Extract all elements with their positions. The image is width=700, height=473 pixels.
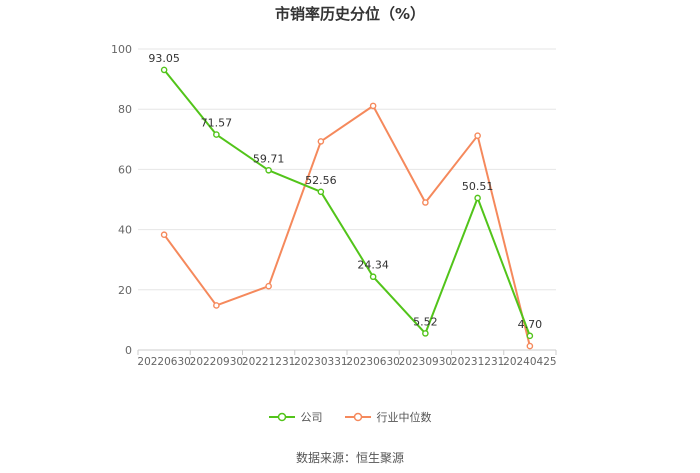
series-line-0 [163, 69, 531, 337]
x-tick-label: 20230331 [294, 356, 347, 368]
series-line-1 [163, 104, 531, 347]
data-point [213, 302, 220, 309]
legend: 公司 行业中位数 [0, 409, 700, 425]
data-label: 52.56 [305, 174, 337, 187]
legend-industry-label: 行业中位数 [376, 411, 432, 424]
y-tick-label: 60 [118, 163, 132, 176]
x-tick-label: 20230630 [346, 356, 399, 368]
y-tick-label: 80 [118, 103, 132, 116]
data-point [160, 231, 168, 239]
data-point [474, 194, 481, 202]
data-point [369, 273, 377, 281]
data-label: 50.51 [462, 180, 494, 193]
x-tick-label: 20230930 [399, 356, 452, 368]
data-point [160, 66, 168, 74]
data-source-note: 数据来源：恒生聚源 [295, 451, 404, 465]
data-point [213, 131, 220, 138]
legend-item-company[interactable]: 公司 [268, 409, 323, 425]
y-tick-label: 40 [118, 224, 132, 237]
data-label: 5.52 [413, 315, 438, 328]
data-point [265, 166, 272, 174]
data-label: 93.05 [148, 52, 180, 65]
data-label: 24.34 [357, 259, 389, 272]
y-tick-label: 0 [125, 344, 132, 357]
x-tick-label: 20220630 [137, 356, 190, 368]
data-point [265, 282, 272, 290]
x-tick-label: 20221231 [242, 356, 295, 368]
data-point [474, 132, 481, 139]
legend-company-marker-icon [268, 412, 295, 422]
legend-industry-marker-icon [344, 412, 371, 422]
axes: 0204060801002022063020220930202212312023… [111, 43, 557, 368]
data-point [317, 138, 325, 145]
data-point [369, 102, 377, 110]
y-tick-label: 20 [118, 284, 132, 297]
legend-company-label: 公司 [300, 411, 323, 424]
data-point [526, 332, 534, 340]
data-label: 59.71 [253, 152, 285, 165]
data-labels: 93.05 71.57 59.71 52.56 24.34 5.52 50.51 4.70 [148, 52, 542, 331]
series-lines [160, 66, 534, 350]
data-point [317, 188, 325, 196]
chart-title: 市销率历史分位（%） [274, 5, 426, 23]
data-point [422, 330, 429, 337]
data-point [526, 342, 534, 350]
y-tick-label: 100 [111, 43, 132, 56]
x-tick-label: 20240425 [503, 356, 556, 368]
x-tick-label: 20220930 [190, 356, 243, 368]
legend-item-industry-median[interactable]: 行业中位数 [344, 409, 432, 425]
data-label: 4.70 [518, 318, 543, 331]
data-label: 71.57 [201, 117, 233, 130]
gridlines [138, 48, 556, 291]
x-tick-label: 20231231 [451, 356, 504, 368]
data-point [422, 199, 429, 206]
